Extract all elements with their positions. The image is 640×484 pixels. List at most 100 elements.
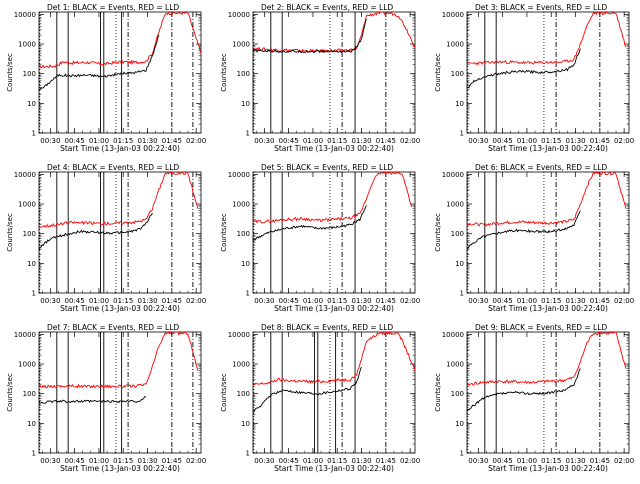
y-tick-label: 10 [27, 100, 36, 108]
x-tick-label: 01:00 [517, 297, 537, 305]
panel-title: Det 2: BLACK = Events, RED = LLD [261, 3, 393, 12]
y-tick-label: 100 [23, 390, 36, 398]
x-tick-label: 00:45 [279, 457, 299, 465]
x-axis-label: Start Time (13-Jan-03 00:22:40) [488, 144, 608, 153]
y-tick-label: 1 [32, 290, 36, 298]
y-tick-label: 10000 [442, 331, 464, 339]
lld-series-line [39, 12, 201, 69]
y-tick-label: 1000 [232, 41, 250, 49]
x-tick-label: 01:00 [89, 297, 109, 305]
plot-frame [252, 331, 416, 454]
y-tick-label: 1000 [232, 361, 250, 369]
x-tick-label: 02:00 [400, 137, 420, 145]
y-axis-label: Counts/sec [434, 53, 442, 92]
x-axis-label: Start Time (13-Jan-03 00:22:40) [60, 144, 180, 153]
y-tick-label: 100 [237, 230, 250, 238]
y-tick-label: 1000 [446, 41, 464, 49]
y-tick-label: 1 [32, 130, 36, 138]
y-tick-label: 100 [23, 230, 36, 238]
series-group [467, 172, 627, 250]
y-tick-label: 1 [460, 130, 464, 138]
lld-series-line [39, 332, 199, 389]
series-group [39, 172, 199, 251]
y-tick-label: 1 [460, 450, 464, 458]
y-axis-label: Counts/sec [220, 213, 228, 252]
y-axis-label: Counts/sec [434, 373, 442, 412]
x-tick-label: 00:30 [40, 137, 60, 145]
series-group [253, 12, 415, 54]
lld-series-line [467, 12, 627, 66]
y-tick-label: 10000 [228, 171, 250, 179]
x-tick-label: 01:15 [327, 297, 347, 305]
y-tick-label: 10 [27, 420, 36, 428]
events-series-line [467, 48, 581, 89]
lld-series-line [253, 172, 413, 224]
panel-det-8: Det 8: BLACK = Events, RED = LLD 1 10 100 10… [220, 323, 420, 473]
x-tick-label: 00:30 [254, 457, 274, 465]
x-tick-label: 01:45 [590, 297, 610, 305]
panel-title: Det 3: BLACK = Events, RED = LLD [475, 3, 607, 12]
x-tick-label: 01:15 [541, 137, 561, 145]
y-axis-label: Counts/sec [434, 213, 442, 252]
panel-title: Det 9: BLACK = Events, RED = LLD [475, 323, 607, 332]
x-axis-label: Start Time (13-Jan-03 00:22:40) [488, 304, 608, 313]
y-axis-label: Counts/sec [220, 373, 228, 412]
x-tick-label: 00:30 [468, 137, 488, 145]
y-tick-label: 10000 [228, 331, 250, 339]
x-tick-label: 01:00 [89, 457, 109, 465]
panel-title: Det 6: BLACK = Events, RED = LLD [475, 163, 607, 172]
x-axis-label: Start Time (13-Jan-03 00:22:40) [274, 304, 394, 313]
x-tick-label: 00:30 [468, 457, 488, 465]
y-tick-label: 10000 [442, 171, 464, 179]
events-series-line [253, 18, 367, 54]
events-series-line [39, 396, 146, 404]
x-tick-label: 00:30 [254, 297, 274, 305]
x-tick-label: 00:45 [65, 297, 85, 305]
x-tick-label: 00:45 [279, 137, 299, 145]
y-tick-label: 10 [455, 100, 464, 108]
y-tick-label: 100 [23, 70, 36, 78]
plot-frame [252, 171, 416, 294]
series-group [253, 332, 415, 413]
x-tick-label: 01:15 [113, 457, 133, 465]
plot-frame [466, 331, 630, 454]
events-series-line [39, 34, 160, 91]
x-tick-label: 02:00 [186, 137, 206, 145]
y-tick-label: 100 [237, 390, 250, 398]
x-tick-label: 02:00 [614, 137, 634, 145]
x-tick-label: 01:45 [376, 457, 396, 465]
y-tick-label: 1000 [18, 201, 36, 209]
events-series-line [253, 366, 362, 413]
x-tick-label: 01:30 [565, 457, 585, 465]
y-tick-label: 100 [451, 390, 464, 398]
x-tick-label: 01:15 [327, 137, 347, 145]
y-tick-label: 10 [241, 260, 250, 268]
events-series-line [467, 368, 581, 412]
x-axis-label: Start Time (13-Jan-03 00:22:40) [274, 464, 394, 473]
x-tick-label: 01:00 [303, 137, 323, 145]
y-axis-label: Counts/sec [6, 373, 14, 412]
y-axis-label: Counts/sec [6, 53, 14, 92]
y-tick-label: 10 [241, 420, 250, 428]
plot-frame [38, 11, 202, 134]
events-series-line [253, 205, 367, 241]
y-tick-label: 10000 [14, 171, 36, 179]
y-tick-label: 10000 [442, 11, 464, 19]
y-tick-label: 1000 [18, 41, 36, 49]
events-series-line [39, 212, 153, 251]
y-tick-label: 100 [451, 70, 464, 78]
lld-series-line [253, 332, 415, 386]
series-group [39, 12, 201, 91]
panel-det-9: Det 9: BLACK = Events, RED = LLD 1 10 100 10… [434, 323, 634, 473]
panel-title: Det 5: BLACK = Events, RED = LLD [261, 163, 393, 172]
panel-det-2: Det 2: BLACK = Events, RED = LLD 1 10 100 10… [220, 3, 420, 153]
x-tick-label: 01:45 [162, 457, 182, 465]
x-tick-label: 01:30 [137, 137, 157, 145]
x-tick-label: 02:00 [614, 457, 634, 465]
x-tick-label: 01:00 [303, 297, 323, 305]
x-tick-label: 02:00 [186, 297, 206, 305]
plot-frame [466, 171, 630, 294]
plot-frame [252, 11, 416, 134]
x-tick-label: 00:45 [65, 137, 85, 145]
